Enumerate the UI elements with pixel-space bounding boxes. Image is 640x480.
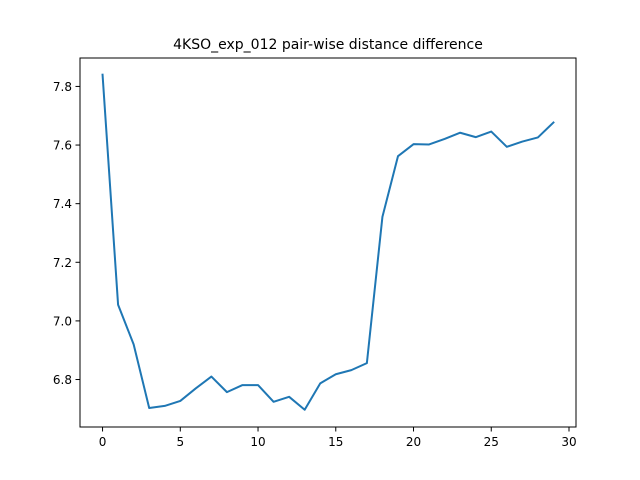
x-tick-label-5: 5 [176,435,184,449]
y-tick-label-7.6: 7.6 [53,139,72,153]
x-tick-label-30: 30 [561,435,576,449]
x-tick-label-20: 20 [406,435,421,449]
y-tick-label-7.4: 7.4 [53,197,72,211]
series-line-0 [101,73,555,411]
x-tick-label-15: 15 [328,435,343,449]
x-tick-label-25: 25 [484,435,499,449]
y-tick-label-6.8: 6.8 [53,373,72,387]
axes-frame [79,57,577,428]
y-tick-label-7.0: 7.0 [53,314,72,328]
plot-area: 0 5 10 15 20 25 30 6.8 7.0 7.2 7.4 7.6 7.8 [53,57,577,449]
chart-title: 4KSO_exp_012 pair-wise distance differen… [173,37,483,53]
y-tick-label-7.8: 7.8 [53,80,72,94]
x-tick-label-10: 10 [250,435,265,449]
x-tick-label-0: 0 [99,435,107,449]
y-tick-label-7.2: 7.2 [53,256,72,270]
